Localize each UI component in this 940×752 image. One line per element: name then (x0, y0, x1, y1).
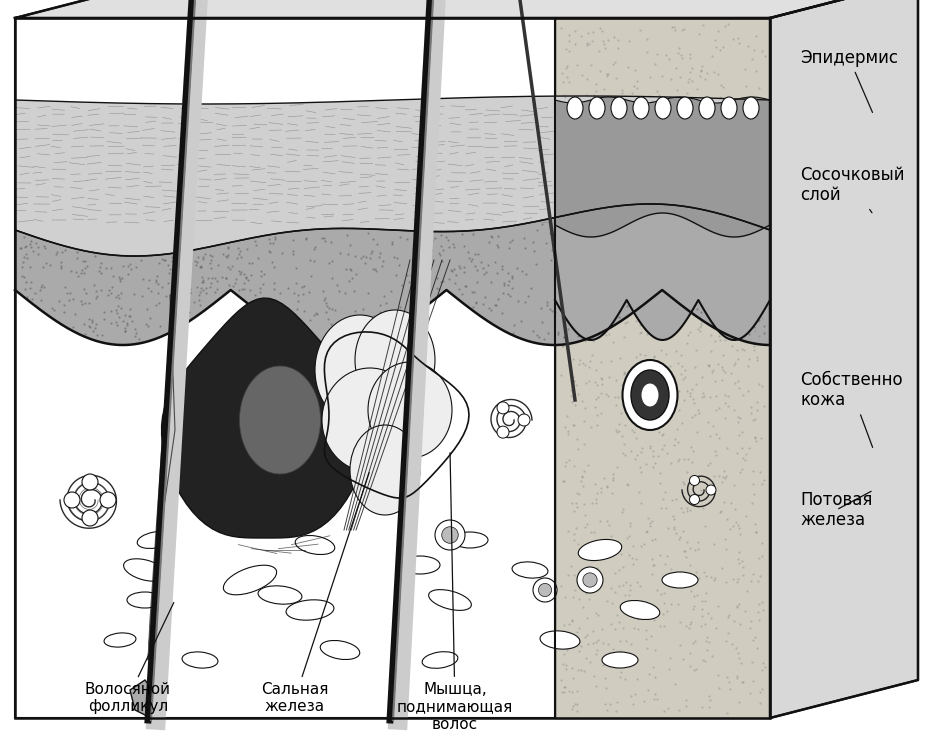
Ellipse shape (611, 97, 627, 119)
Ellipse shape (123, 559, 166, 581)
Polygon shape (770, 0, 918, 718)
Polygon shape (15, 0, 918, 18)
Ellipse shape (567, 97, 583, 119)
Text: Волосяной
фолликул: Волосяной фолликул (85, 602, 174, 714)
Ellipse shape (578, 539, 621, 560)
Ellipse shape (258, 586, 302, 604)
Ellipse shape (355, 310, 435, 410)
Ellipse shape (699, 97, 715, 119)
Ellipse shape (137, 532, 173, 548)
Ellipse shape (677, 97, 693, 119)
Circle shape (706, 485, 716, 495)
Ellipse shape (641, 383, 659, 407)
Text: Эпидермис: Эпидермис (800, 49, 898, 113)
Ellipse shape (350, 425, 420, 515)
Ellipse shape (620, 601, 660, 620)
Ellipse shape (662, 572, 698, 588)
Circle shape (82, 510, 98, 526)
Ellipse shape (422, 652, 458, 669)
Ellipse shape (400, 556, 440, 574)
Polygon shape (555, 213, 770, 340)
Circle shape (82, 474, 98, 490)
Circle shape (442, 526, 459, 543)
Ellipse shape (622, 360, 678, 430)
Ellipse shape (182, 652, 218, 668)
Ellipse shape (295, 535, 335, 554)
Text: Мышца,
поднимающая
волос: Мышца, поднимающая волос (397, 453, 513, 732)
Ellipse shape (633, 97, 649, 119)
Text: Потовая
железа: Потовая железа (800, 490, 872, 529)
Circle shape (577, 567, 603, 593)
Polygon shape (555, 18, 770, 718)
Circle shape (435, 520, 465, 550)
Ellipse shape (321, 641, 360, 660)
Circle shape (533, 578, 557, 602)
Polygon shape (130, 680, 160, 720)
Ellipse shape (721, 97, 737, 119)
Polygon shape (555, 97, 770, 237)
Polygon shape (240, 366, 321, 474)
Text: Сальная
железа: Сальная железа (261, 473, 369, 714)
Ellipse shape (655, 97, 671, 119)
Ellipse shape (315, 315, 405, 425)
Polygon shape (15, 204, 770, 345)
Ellipse shape (602, 652, 638, 668)
Ellipse shape (322, 368, 418, 472)
Ellipse shape (743, 97, 759, 119)
Ellipse shape (429, 590, 471, 611)
Circle shape (497, 426, 509, 438)
Ellipse shape (127, 592, 163, 608)
Ellipse shape (286, 600, 334, 620)
Ellipse shape (540, 631, 580, 649)
Text: Собственно
кожа: Собственно кожа (800, 371, 902, 447)
Polygon shape (15, 18, 770, 718)
Circle shape (518, 414, 530, 426)
Ellipse shape (368, 362, 452, 458)
Polygon shape (162, 298, 368, 538)
Text: Сосочковый
слой: Сосочковый слой (800, 165, 904, 213)
Circle shape (497, 402, 509, 414)
Ellipse shape (631, 370, 669, 420)
Ellipse shape (224, 566, 276, 595)
Ellipse shape (589, 97, 605, 119)
Ellipse shape (452, 532, 488, 548)
Ellipse shape (512, 562, 548, 578)
Circle shape (539, 584, 552, 596)
Polygon shape (15, 96, 770, 256)
Circle shape (690, 495, 699, 505)
Circle shape (583, 573, 597, 587)
Circle shape (64, 492, 80, 508)
Ellipse shape (104, 633, 136, 647)
Circle shape (100, 492, 116, 508)
Circle shape (690, 475, 699, 486)
